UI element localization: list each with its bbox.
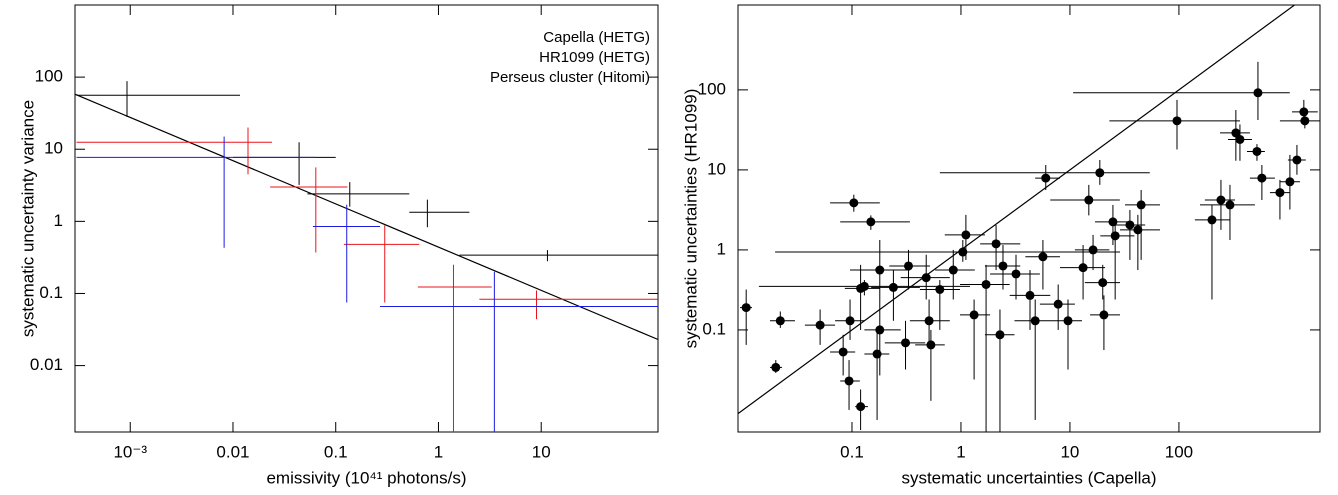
data-point — [771, 362, 781, 372]
data-point — [901, 338, 911, 348]
data-point — [1038, 252, 1048, 262]
data-point — [845, 316, 855, 326]
data-point — [859, 281, 869, 291]
data-point — [1257, 173, 1267, 183]
data-point — [1030, 316, 1040, 326]
data-point — [1063, 316, 1073, 326]
x-tick-label: 0.01 — [216, 442, 249, 461]
data-point — [849, 198, 859, 208]
y-tick-label: 0.01 — [30, 355, 63, 374]
panel: 10⁻³ 0.01 0.1 1 10 0.01 0.1 1 10 100 emissivity (1… — [18, 4, 659, 487]
data-point — [1136, 200, 1146, 210]
data-point — [921, 273, 931, 283]
data-point — [1207, 215, 1217, 225]
data-point — [1275, 188, 1285, 198]
data-point — [1110, 231, 1120, 241]
x-tick-label: 10 — [1060, 442, 1079, 461]
plot-area — [75, 81, 658, 432]
legend-entry: HR1099 (HETG) — [539, 49, 650, 66]
data-point — [1125, 220, 1135, 230]
data-point — [1300, 116, 1310, 126]
data-point — [961, 230, 971, 240]
data-point — [991, 239, 1001, 249]
data-point — [875, 265, 885, 275]
data-point — [1053, 299, 1063, 309]
fit-line — [738, 5, 1296, 415]
data-point — [1253, 88, 1263, 98]
x-axis-label: emissivity (10⁴¹ photons/s) — [266, 468, 466, 487]
data-point — [935, 285, 945, 295]
data-point — [1099, 310, 1109, 320]
data-point — [1025, 290, 1035, 300]
data-point — [924, 316, 934, 326]
data-point — [998, 261, 1008, 271]
data-point — [1095, 168, 1105, 178]
data-point — [958, 247, 968, 257]
data-point — [995, 330, 1005, 340]
x-axis-label: systematic uncertainties (Capella) — [901, 468, 1156, 487]
x-tick-label: 10 — [532, 442, 551, 461]
y-axis-label: systematic uncertainties (HR1099) — [681, 89, 700, 349]
data-point — [815, 320, 825, 330]
data-point — [1225, 200, 1235, 210]
y-tick-label: 1 — [717, 239, 726, 258]
y-tick-label: 10 — [44, 139, 63, 158]
data-point — [1172, 116, 1182, 126]
data-point — [926, 340, 936, 350]
data-point — [1011, 269, 1021, 279]
y-tick-label: 1 — [54, 211, 63, 230]
data-point — [903, 261, 913, 271]
x-tick-label: 10⁻³ — [113, 442, 147, 461]
x-tick-label: 0.1 — [840, 442, 864, 461]
y-tick-label: 100 — [35, 67, 63, 86]
fit-line — [75, 93, 658, 341]
y-tick-label: 10 — [707, 159, 726, 178]
data-point — [1088, 245, 1098, 255]
data-point — [1084, 195, 1094, 205]
y-tick-label: 100 — [698, 79, 726, 98]
data-point — [981, 279, 991, 289]
legend-entry: Perseus cluster (Hitomi) — [490, 69, 650, 86]
plot-frame — [74, 4, 659, 433]
data-point — [872, 349, 882, 359]
x-tick-label: 100 — [1165, 442, 1193, 461]
data-point — [741, 303, 751, 313]
x-tick-label: 1 — [956, 442, 965, 461]
plot-area — [738, 5, 1320, 432]
data-point — [1285, 177, 1295, 187]
data-point — [888, 282, 898, 292]
data-point — [1292, 155, 1302, 165]
legend-entry: Capella (HETG) — [543, 29, 650, 46]
data-point — [1041, 173, 1051, 183]
y-tick-label: 0.1 — [39, 283, 63, 302]
data-point — [1078, 263, 1088, 273]
plot-frame — [737, 4, 1321, 433]
data-point — [866, 217, 876, 227]
data-point — [1252, 146, 1262, 156]
x-tick-label: 0.1 — [324, 442, 348, 461]
data-point — [1133, 225, 1143, 235]
data-point — [1235, 134, 1245, 144]
y-tick-label: 0.1 — [702, 319, 726, 338]
x-tick-label: 1 — [434, 442, 443, 461]
data-point — [948, 265, 958, 275]
data-point — [1098, 278, 1108, 288]
data-point — [1299, 107, 1309, 117]
data-point — [844, 376, 854, 386]
data-point — [1231, 128, 1241, 138]
y-axis-label: systematic uncertainty variance — [18, 100, 37, 337]
data-point — [1216, 195, 1226, 205]
data-point — [856, 402, 866, 412]
data-point — [775, 316, 785, 326]
data-point — [969, 310, 979, 320]
data-point — [838, 347, 848, 357]
